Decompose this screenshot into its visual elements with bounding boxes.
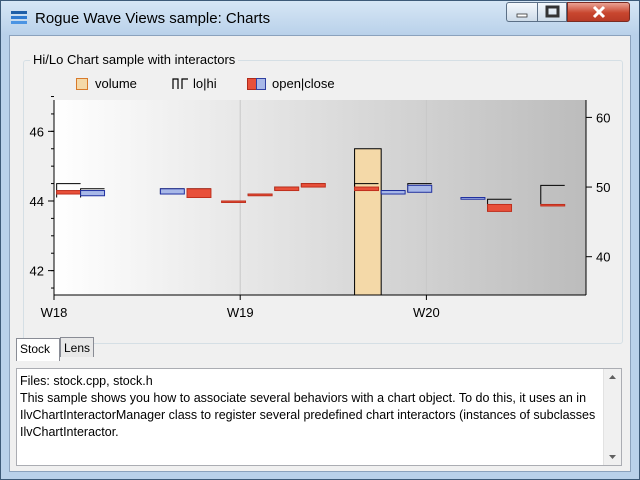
- y-tick-label-left: 46: [30, 124, 44, 139]
- openclose-box: [159, 188, 185, 195]
- x-tick-label: W18: [41, 305, 68, 320]
- openclose-box: [80, 190, 106, 197]
- candle: [487, 198, 513, 212]
- openclose-box: [354, 186, 380, 192]
- legend-lohi-label: lo|hi: [193, 76, 217, 91]
- minimize-button[interactable]: [506, 2, 537, 22]
- y-tick-label-left: 44: [30, 194, 44, 209]
- y-tick-label-right: 60: [596, 110, 610, 125]
- description-line: This sample shows you how to associate s…: [20, 391, 587, 405]
- minimize-icon: [516, 13, 528, 18]
- close-icon: [592, 5, 606, 19]
- openclose-box: [56, 190, 82, 195]
- openclose-swatch-icon: [247, 78, 266, 90]
- group-title: Hi/Lo Chart sample with interactors: [30, 52, 239, 67]
- openclose-box: [540, 203, 566, 207]
- candle: [186, 188, 212, 199]
- tab-stock-label: Stock: [20, 342, 51, 356]
- x-tick-label: W20: [413, 305, 440, 320]
- client-area: Hi/Lo Chart sample with interactors volu…: [9, 35, 631, 472]
- openclose-box: [300, 183, 326, 188]
- openclose-box: [460, 197, 486, 200]
- openclose-box: [487, 203, 513, 212]
- description-line: IlvChartInteractor.: [20, 425, 119, 439]
- maximize-icon: [545, 5, 560, 18]
- lohi-line: [540, 184, 565, 205]
- vertical-scrollbar[interactable]: [603, 369, 621, 465]
- candle: [380, 190, 406, 195]
- openclose-box: [274, 186, 300, 192]
- plot-background: [54, 100, 586, 295]
- legend-volume-label: volume: [95, 76, 137, 91]
- maximize-button[interactable]: [537, 2, 567, 22]
- close-button[interactable]: [567, 2, 630, 22]
- candle: [247, 193, 273, 197]
- lohi-step-icon: [172, 78, 188, 89]
- candle: [159, 188, 185, 195]
- volume-swatch-icon: [76, 78, 88, 90]
- tab-stock[interactable]: Stock: [16, 338, 60, 361]
- y-tick-label-right: 40: [596, 250, 610, 265]
- candle: [540, 184, 566, 207]
- legend-openclose-label: open|close: [272, 76, 335, 91]
- candle: [274, 186, 300, 192]
- chart-app-icon: [11, 11, 27, 24]
- openclose-box: [186, 188, 212, 199]
- candle: [300, 183, 326, 188]
- scroll-up-icon[interactable]: [609, 375, 616, 379]
- candle: [407, 183, 433, 193]
- tab-lens-label: Lens: [64, 341, 91, 355]
- candle: [354, 183, 380, 192]
- hilo-chart[interactable]: W18 W19 W20 42 44 46 40 50 60: [10, 36, 630, 336]
- window-title: Rogue Wave Views sample: Charts: [35, 10, 271, 27]
- description-line: Files: stock.cpp, stock.h: [20, 374, 153, 388]
- y-tick-label-left: 42: [30, 264, 44, 279]
- chart-group-box: [23, 60, 623, 344]
- x-tick-label: W19: [227, 305, 254, 320]
- candle: [80, 188, 106, 198]
- candle: [221, 200, 247, 203]
- candle: [460, 197, 486, 200]
- description-line: IlvChartInteractorManager class to regis…: [20, 408, 596, 422]
- openclose-box: [380, 190, 406, 195]
- description-textbox[interactable]: Files: stock.cpp, stock.h This sample sh…: [16, 368, 622, 466]
- title-bar[interactable]: Rogue Wave Views sample: Charts: [1, 1, 639, 35]
- openclose-box: [221, 200, 247, 203]
- scroll-down-icon[interactable]: [609, 455, 616, 459]
- openclose-box: [407, 184, 433, 193]
- openclose-box: [247, 193, 273, 197]
- y-tick-label-right: 50: [596, 180, 610, 195]
- tab-lens[interactable]: Lens: [60, 337, 94, 357]
- volume-bar: [354, 148, 382, 296]
